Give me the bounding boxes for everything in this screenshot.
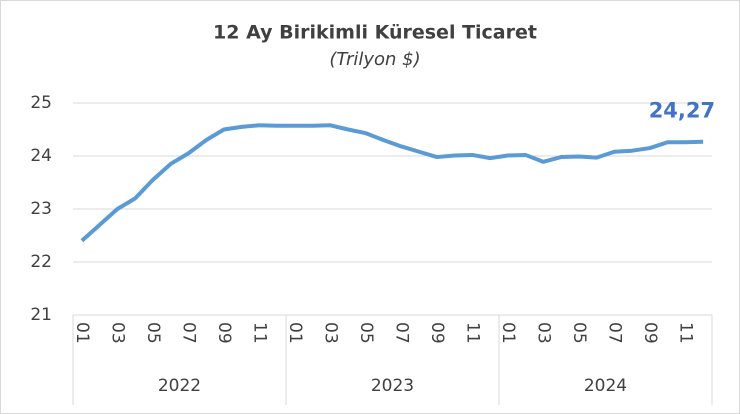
x-tick-label: 07 [178,322,198,344]
x-tick-label: 07 [391,322,411,344]
x-tick-label: 03 [533,322,553,344]
x-tick-label: 11 [675,322,695,344]
chart-subtitle: (Trilyon $) [329,49,420,70]
x-tick-label: 09 [214,322,234,344]
year-label: 2023 [371,376,414,396]
x-tick-label: 09 [640,322,660,344]
value-label: 24,27 [649,99,715,123]
x-tick-label: 05 [356,322,376,344]
y-tick-label: 25 [30,93,52,113]
x-tick-label: 07 [604,322,624,344]
x-tick-label: 01 [285,322,305,344]
x-tick-label: 03 [320,322,340,344]
y-tick-label: 23 [30,199,52,219]
y-tick-label: 21 [30,305,52,325]
x-tick-label: 11 [462,322,482,344]
y-tick-label: 24 [30,146,52,166]
x-tick-label: 05 [143,322,163,344]
year-label: 2022 [158,376,201,396]
x-tick-label: 05 [569,322,589,344]
year-label: 2024 [584,376,627,396]
x-tick-label: 01 [72,322,92,344]
x-tick-label: 03 [107,322,127,344]
x-tick-label: 11 [249,322,269,344]
chart-title: 12 Ay Birikimli Küresel Ticaret [213,22,537,44]
x-tick-label: 09 [427,322,447,344]
y-tick-label: 22 [30,252,52,272]
data-line [80,123,704,243]
x-tick-label: 01 [498,322,518,344]
